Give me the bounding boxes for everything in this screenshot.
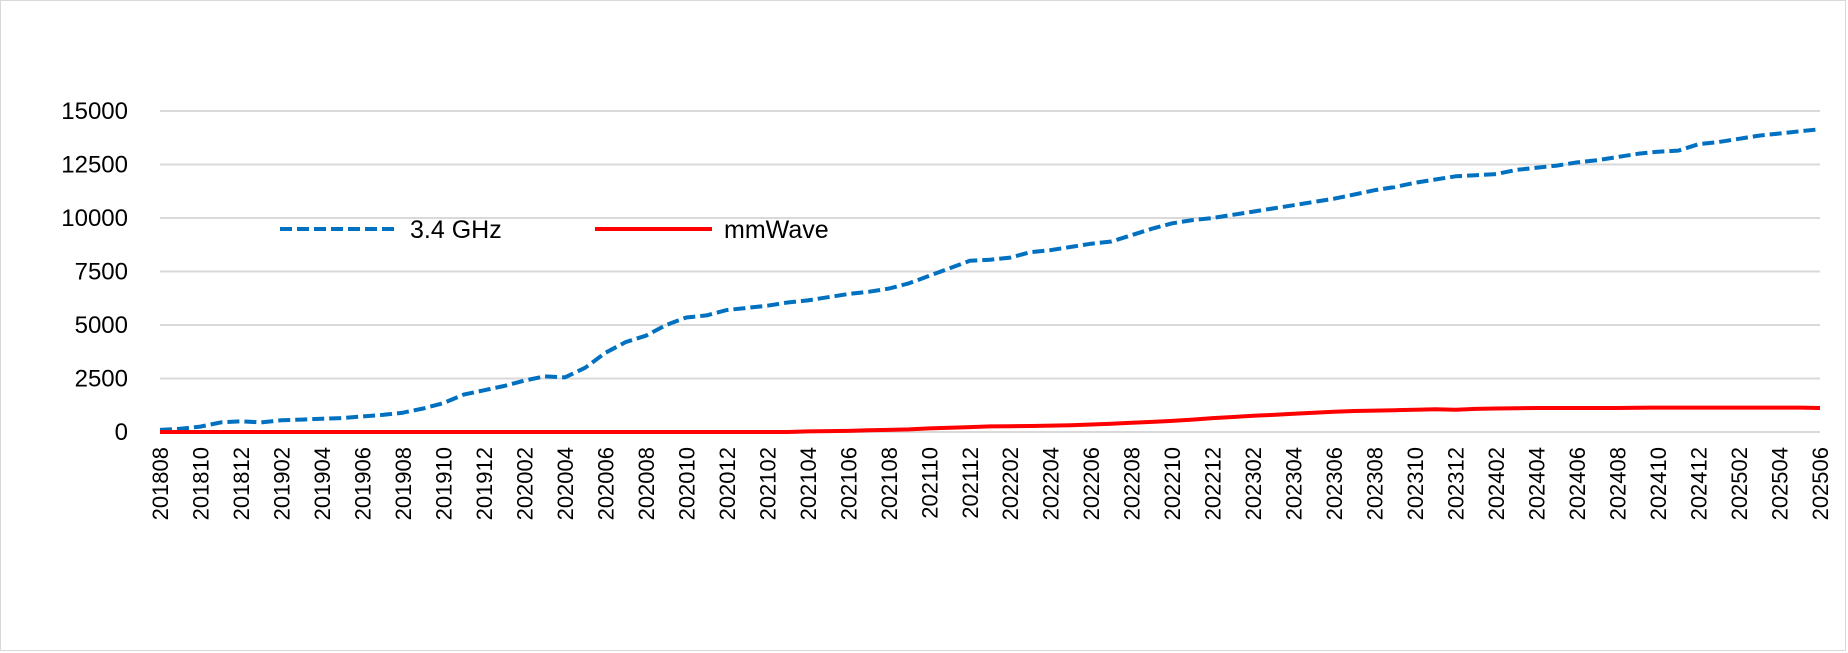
legend: 3.4 GHz mmWave [280, 216, 829, 244]
gridlines [160, 110, 1820, 433]
x-tick-label: 202008 [634, 447, 659, 520]
x-tick-label: 201906 [350, 447, 375, 520]
x-tick-label: 202504 [1768, 447, 1793, 520]
x-tick-label: 202112 [958, 447, 983, 519]
x-tick-label: 201810 [188, 447, 213, 520]
y-tick-label: 12500 [61, 152, 128, 179]
x-tick-label: 202412 [1687, 447, 1712, 520]
legend-label-3-4-ghz: 3.4 GHz [410, 216, 502, 244]
x-tick-label: 202212 [1201, 447, 1226, 520]
x-tick-label: 201808 [148, 447, 173, 520]
y-tick-label: 7500 [75, 259, 128, 286]
x-tick-label: 202404 [1525, 447, 1550, 520]
x-tick-label: 202106 [836, 447, 861, 520]
series-line-mmwave [160, 405, 1821, 434]
y-tick-label: 5000 [75, 312, 128, 339]
x-tick-label: 202406 [1565, 447, 1590, 520]
y-tick-label: 0 [115, 419, 128, 446]
x-tick-label: 202306 [1322, 447, 1347, 520]
x-tick-label: 202004 [553, 447, 578, 520]
x-tick-label: 202308 [1363, 447, 1388, 520]
x-tick-label: 202402 [1484, 447, 1509, 520]
x-tick-label: 202208 [1120, 447, 1145, 520]
x-tick-label: 202302 [1241, 447, 1266, 520]
y-tick-label: 10000 [61, 205, 128, 232]
x-tick-label: 202102 [755, 447, 780, 520]
y-axis-tick-labels: 0 2500 5000 7500 10000 12500 15000 [61, 98, 128, 446]
series-line-3-4-ghz [159, 127, 1821, 432]
x-tick-label: 201908 [391, 447, 416, 520]
x-tick-label: 201912 [472, 447, 497, 520]
x-tick-label: 201902 [269, 447, 294, 520]
y-tick-label: 2500 [75, 366, 128, 393]
x-tick-label: 202206 [1079, 447, 1104, 520]
x-tick-label: 201812 [229, 447, 254, 520]
x-tick-label: 202108 [877, 447, 902, 520]
x-tick-label: 202410 [1646, 447, 1671, 520]
x-tick-label: 202310 [1403, 447, 1428, 520]
legend-label-mmwave: mmWave [724, 216, 829, 244]
x-tick-label: 202010 [674, 447, 699, 520]
x-tick-label: 201910 [431, 447, 456, 520]
x-tick-label: 202204 [1039, 447, 1064, 520]
x-tick-label: 202012 [715, 447, 740, 520]
x-tick-label: 202002 [512, 447, 537, 520]
y-tick-label: 15000 [61, 98, 128, 125]
x-tick-label: 202408 [1606, 447, 1631, 520]
x-tick-label: 202110 [917, 447, 942, 519]
x-tick-label: 202502 [1727, 447, 1752, 520]
series-lines [159, 127, 1821, 434]
x-tick-label: 202006 [593, 447, 618, 520]
x-tick-label: 202104 [796, 447, 821, 520]
x-tick-label: 202202 [998, 447, 1023, 520]
x-tick-label: 202210 [1160, 447, 1185, 520]
x-tick-label: 201904 [310, 447, 335, 520]
x-axis-tick-labels: 201808 201810 201812 201902 201904 201906 2019… [148, 447, 1833, 520]
x-tick-label: 202312 [1444, 447, 1469, 520]
x-tick-label: 202304 [1282, 447, 1307, 520]
x-tick-label: 202506 [1808, 447, 1833, 520]
